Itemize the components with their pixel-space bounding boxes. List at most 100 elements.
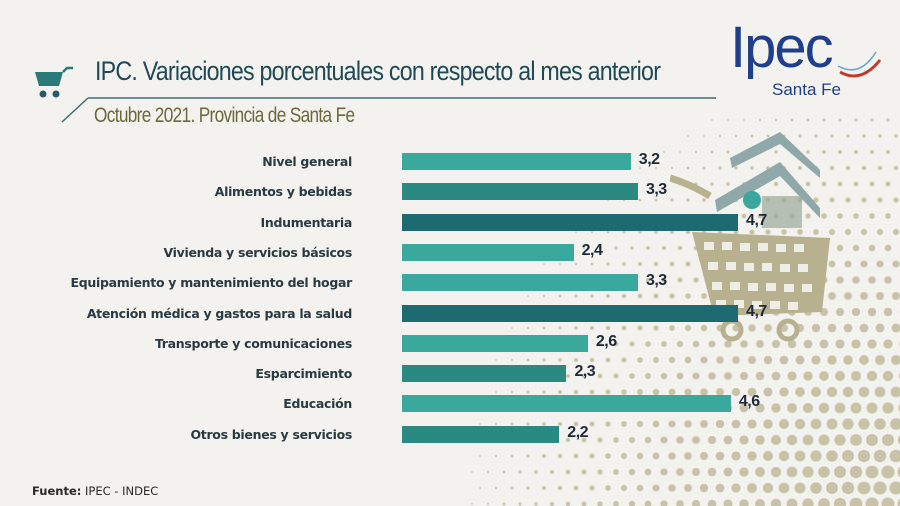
halftone-dot bbox=[865, 465, 879, 479]
category-label: Esparcimiento bbox=[255, 366, 352, 382]
halftone-dot bbox=[526, 358, 530, 362]
halftone-dot bbox=[851, 339, 861, 349]
halftone-dot bbox=[621, 421, 627, 427]
header-divider bbox=[61, 97, 716, 123]
halftone-dot bbox=[663, 151, 665, 153]
halftone-dot bbox=[637, 389, 643, 395]
category-label: Nivel general bbox=[262, 154, 352, 169]
halftone-dot bbox=[613, 373, 619, 379]
halftone-dot bbox=[574, 326, 578, 330]
halftone-dot bbox=[868, 244, 876, 252]
halftone-dot bbox=[842, 450, 854, 462]
halftone-dot bbox=[622, 230, 626, 234]
halftone-dot bbox=[613, 501, 619, 506]
halftone-dot bbox=[850, 370, 862, 382]
halftone-dot bbox=[731, 451, 741, 461]
halftone-dot bbox=[590, 294, 594, 298]
halftone-dot bbox=[542, 358, 546, 362]
halftone-dot bbox=[850, 402, 862, 414]
halftone-dot bbox=[662, 182, 666, 186]
value-label: 2,6 bbox=[595, 332, 617, 350]
halftone-dot bbox=[527, 295, 529, 297]
halftone-dot bbox=[837, 213, 843, 219]
halftone-dot bbox=[750, 134, 754, 138]
halftone-dot bbox=[724, 340, 732, 348]
halftone-dot bbox=[810, 450, 822, 462]
halftone-dot bbox=[573, 453, 579, 459]
halftone-dot bbox=[644, 436, 652, 444]
halftone-dot bbox=[747, 355, 757, 365]
halftone-dot bbox=[715, 419, 725, 429]
halftone-dot bbox=[727, 119, 729, 121]
halftone-dot bbox=[645, 341, 651, 347]
halftone-dot bbox=[861, 165, 867, 171]
halftone-dot bbox=[558, 262, 562, 266]
halftone-dot bbox=[644, 468, 652, 476]
halftone-dot bbox=[822, 118, 826, 122]
halftone-dot bbox=[826, 450, 838, 462]
halftone-dot bbox=[764, 324, 772, 332]
halftone-dot bbox=[867, 307, 877, 317]
category-label: Indumentaria bbox=[260, 214, 353, 230]
category-label: Vivienda y servicios básicos bbox=[163, 244, 352, 260]
halftone-dot bbox=[494, 422, 498, 426]
halftone-dot bbox=[676, 372, 684, 380]
halftone-dot bbox=[857, 481, 871, 495]
halftone-dot bbox=[742, 118, 746, 122]
halftone-dot bbox=[891, 355, 900, 365]
halftone-dot bbox=[638, 230, 642, 234]
halftone-dot bbox=[810, 482, 822, 494]
logo-swoosh-icon bbox=[837, 51, 882, 78]
halftone-dot bbox=[897, 498, 900, 506]
halftone-dot bbox=[733, 229, 739, 235]
halftone-dot bbox=[774, 118, 778, 122]
bar bbox=[402, 395, 731, 413]
halftone-dot bbox=[652, 388, 660, 396]
halftone-dot bbox=[677, 277, 683, 283]
halftone-dot bbox=[891, 323, 900, 333]
halftone-dot bbox=[875, 323, 885, 333]
halftone-dot bbox=[652, 452, 660, 460]
halftone-dot bbox=[884, 276, 892, 284]
halftone-dot bbox=[882, 370, 894, 382]
halftone-dot bbox=[790, 118, 794, 122]
source-text: IPEC - INDEC bbox=[85, 484, 159, 498]
halftone-dot bbox=[621, 453, 627, 459]
halftone-dot bbox=[885, 181, 891, 187]
halftone-dot bbox=[549, 469, 555, 475]
halftone-dot bbox=[739, 371, 749, 381]
halftone-dot bbox=[693, 277, 699, 283]
halftone-dot bbox=[668, 452, 676, 460]
halftone-dot bbox=[589, 421, 595, 427]
halftone-dot bbox=[692, 436, 700, 444]
halftone-dot bbox=[723, 499, 733, 506]
halftone-dot bbox=[581, 501, 587, 506]
halftone-dot bbox=[486, 470, 490, 474]
halftone-dot bbox=[897, 466, 900, 478]
halftone-dot bbox=[805, 213, 811, 219]
halftone-dot bbox=[838, 118, 842, 122]
halftone-dot bbox=[747, 419, 757, 429]
halftone-dot bbox=[684, 324, 692, 332]
halftone-dot bbox=[763, 451, 773, 461]
halftone-dot bbox=[741, 213, 747, 219]
halftone-dot bbox=[813, 229, 819, 235]
halftone-dot bbox=[857, 449, 871, 463]
halftone-dot bbox=[589, 357, 595, 363]
halftone-dot bbox=[676, 340, 684, 348]
halftone-dot bbox=[629, 373, 635, 379]
halftone-dot bbox=[766, 134, 770, 138]
halftone-dot bbox=[668, 388, 676, 396]
bar bbox=[402, 183, 638, 201]
halftone-dot bbox=[708, 340, 716, 348]
halftone-dot bbox=[870, 150, 874, 154]
halftone-dot bbox=[826, 482, 838, 494]
halftone-dot bbox=[765, 229, 771, 235]
halftone-dot bbox=[882, 402, 894, 414]
halftone-dot bbox=[833, 465, 847, 479]
halftone-dot bbox=[852, 244, 860, 252]
halftone-dot bbox=[862, 134, 866, 138]
halftone-dot bbox=[829, 229, 835, 235]
halftone-dot bbox=[787, 403, 797, 413]
halftone-dot bbox=[711, 119, 713, 121]
